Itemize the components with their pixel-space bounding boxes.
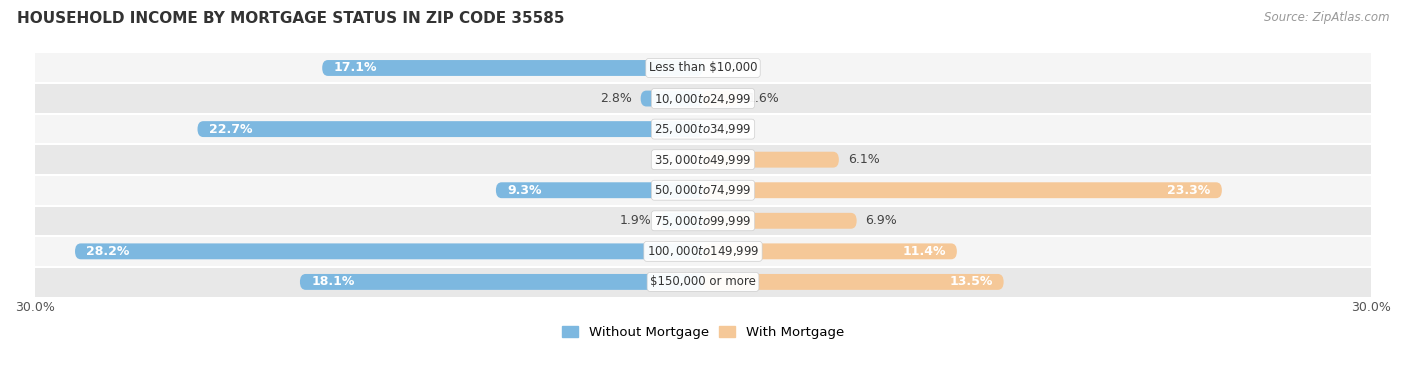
- Text: 22.7%: 22.7%: [208, 123, 252, 136]
- Text: 18.1%: 18.1%: [311, 276, 354, 288]
- Bar: [35, 267, 1371, 297]
- Text: 0.0%: 0.0%: [711, 61, 744, 75]
- Text: Less than $10,000: Less than $10,000: [648, 61, 758, 75]
- Bar: [35, 205, 1371, 236]
- FancyBboxPatch shape: [496, 182, 703, 198]
- FancyBboxPatch shape: [75, 244, 703, 259]
- FancyBboxPatch shape: [661, 213, 703, 229]
- FancyBboxPatch shape: [703, 274, 1004, 290]
- Text: $150,000 or more: $150,000 or more: [650, 276, 756, 288]
- Text: $75,000 to $99,999: $75,000 to $99,999: [654, 214, 752, 228]
- FancyBboxPatch shape: [703, 90, 738, 106]
- Text: $100,000 to $149,999: $100,000 to $149,999: [647, 244, 759, 258]
- Bar: [35, 83, 1371, 114]
- Text: 1.6%: 1.6%: [748, 92, 779, 105]
- Bar: [35, 236, 1371, 267]
- Bar: [35, 175, 1371, 205]
- Text: Source: ZipAtlas.com: Source: ZipAtlas.com: [1264, 11, 1389, 24]
- Text: HOUSEHOLD INCOME BY MORTGAGE STATUS IN ZIP CODE 35585: HOUSEHOLD INCOME BY MORTGAGE STATUS IN Z…: [17, 11, 564, 26]
- Text: 17.1%: 17.1%: [333, 61, 377, 75]
- Text: 0.0%: 0.0%: [711, 123, 744, 136]
- Text: 2.8%: 2.8%: [600, 92, 631, 105]
- FancyBboxPatch shape: [322, 60, 703, 76]
- Text: 6.9%: 6.9%: [866, 214, 897, 227]
- FancyBboxPatch shape: [641, 90, 703, 106]
- Text: $50,000 to $74,999: $50,000 to $74,999: [654, 183, 752, 197]
- Text: $10,000 to $24,999: $10,000 to $24,999: [654, 92, 752, 106]
- Text: 6.1%: 6.1%: [848, 153, 880, 166]
- FancyBboxPatch shape: [299, 274, 703, 290]
- Text: 11.4%: 11.4%: [903, 245, 946, 258]
- Text: 13.5%: 13.5%: [949, 276, 993, 288]
- Text: $25,000 to $34,999: $25,000 to $34,999: [654, 122, 752, 136]
- Text: $35,000 to $49,999: $35,000 to $49,999: [654, 153, 752, 167]
- Bar: [35, 144, 1371, 175]
- Bar: [35, 114, 1371, 144]
- FancyBboxPatch shape: [703, 213, 856, 229]
- FancyBboxPatch shape: [703, 244, 957, 259]
- FancyBboxPatch shape: [703, 182, 1222, 198]
- Text: 0.0%: 0.0%: [662, 153, 695, 166]
- Legend: Without Mortgage, With Mortgage: Without Mortgage, With Mortgage: [557, 321, 849, 344]
- Text: 9.3%: 9.3%: [508, 184, 541, 197]
- Text: 28.2%: 28.2%: [86, 245, 129, 258]
- Text: 1.9%: 1.9%: [620, 214, 652, 227]
- FancyBboxPatch shape: [703, 152, 839, 168]
- Text: 23.3%: 23.3%: [1167, 184, 1211, 197]
- Bar: [35, 53, 1371, 83]
- FancyBboxPatch shape: [197, 121, 703, 137]
